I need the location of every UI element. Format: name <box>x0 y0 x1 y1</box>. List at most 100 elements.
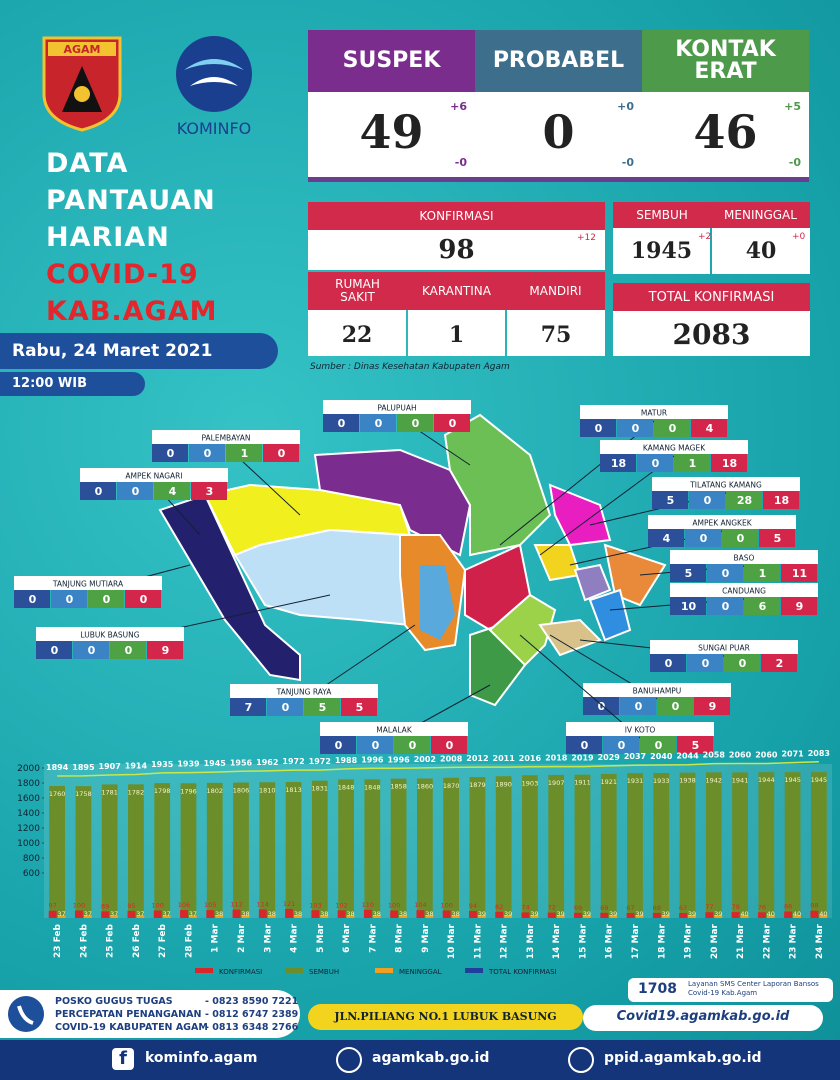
region-value: 0 <box>704 494 712 507</box>
region-value: 0 <box>132 485 140 498</box>
region-cell <box>125 590 161 608</box>
value-label: 1879 <box>469 781 486 789</box>
stat-minus: -0 <box>454 156 467 169</box>
x-tick-label: 21 Mar <box>736 923 746 959</box>
region-value: 0 <box>672 700 680 713</box>
value-label: 1831 <box>312 785 329 793</box>
value-label: 39 <box>504 910 512 918</box>
value-label: 1921 <box>600 778 617 786</box>
region-cell <box>763 491 799 509</box>
region-value: 1 <box>759 567 767 580</box>
value-label: 94 <box>469 902 477 910</box>
bar <box>556 915 565 918</box>
sembuh-value: 1945 <box>613 228 710 274</box>
bar <box>442 910 451 918</box>
value-label: 37 <box>84 910 92 918</box>
region-value: 0 <box>446 739 454 752</box>
value-label: 39 <box>530 910 538 918</box>
region-header <box>152 430 300 444</box>
value-label: 1945 <box>784 776 801 784</box>
web-icon <box>568 1047 594 1073</box>
bar <box>574 912 582 918</box>
bar <box>128 784 144 918</box>
bar <box>793 915 802 918</box>
x-tick-label: 13 Mar <box>526 923 536 959</box>
value-label: 100 <box>73 902 85 910</box>
bar <box>495 776 512 918</box>
value-label: 69 <box>600 904 608 912</box>
bar <box>758 772 775 918</box>
bar <box>705 912 714 918</box>
region-cell <box>434 414 470 432</box>
x-tick-label: 24 Feb <box>79 923 89 958</box>
bar <box>232 909 241 918</box>
bar <box>285 782 302 918</box>
stat-label: KONTAK ERAT <box>642 30 809 92</box>
region-value: 0 <box>125 644 133 657</box>
bar <box>425 915 434 918</box>
x-tick-label: 23 Mar <box>789 923 799 959</box>
legend-label: MENINGGAL <box>399 968 442 976</box>
bar <box>399 915 408 918</box>
x-tick-label: 19 Mar <box>684 923 694 959</box>
bar <box>688 915 696 918</box>
region-cell <box>357 736 393 754</box>
bar <box>757 912 766 918</box>
value-label: 112 <box>230 901 242 909</box>
posko-line: POSKO GUGUS TUGAS <box>55 996 173 1007</box>
value-label: 38 <box>215 910 223 918</box>
facebook-icon: f <box>112 1048 134 1070</box>
value-label: 40 <box>793 910 801 918</box>
time: 12:00 WIB <box>0 372 145 396</box>
region-value: 4 <box>706 422 714 435</box>
kominfo-logo: KOMINFO <box>176 36 252 138</box>
value-label: 1760 <box>49 790 66 798</box>
bar <box>477 915 486 918</box>
bar <box>101 911 110 918</box>
region-value: 5 <box>319 701 327 714</box>
value-label: 39 <box>662 910 670 918</box>
x-tick-label: 25 Feb <box>106 923 116 958</box>
bar <box>574 774 591 918</box>
legend-label: SEMBUH <box>309 968 339 976</box>
value-label: 67 <box>626 904 634 912</box>
bar <box>784 911 793 918</box>
bar <box>363 909 372 918</box>
x-tick-label: 12 Mar <box>500 923 510 959</box>
social: ppid.agamkab.go.id <box>604 1050 762 1066</box>
region-name: AMPEK NAGARI <box>125 472 182 481</box>
region-cell <box>341 698 377 716</box>
region-name: BANUHAMPU <box>633 687 682 696</box>
legend-swatch <box>375 968 393 973</box>
phones: - 0823 8590 7221 - 0812 6747 2389 - 0813… <box>205 995 298 1034</box>
bar <box>609 915 618 918</box>
region-cell <box>230 698 266 716</box>
bar <box>206 910 215 918</box>
value-label: 1858 <box>390 783 407 791</box>
bar <box>810 772 827 918</box>
value-label: 38 <box>241 910 249 918</box>
region-header <box>566 722 714 736</box>
bar <box>101 784 118 918</box>
region-cell <box>652 491 688 509</box>
bar <box>390 778 407 918</box>
x-tick-label: 2 Mar <box>237 923 247 952</box>
breakdown-value: 22 <box>308 310 406 356</box>
phone-icon <box>8 996 44 1032</box>
region-header <box>14 576 162 590</box>
value-label: 104 <box>414 901 426 909</box>
sms-number: 1708 <box>638 981 677 997</box>
value-label: 1813 <box>285 786 302 794</box>
bar <box>661 915 670 918</box>
value-label: 1890 <box>495 780 512 788</box>
bar <box>338 779 354 918</box>
region-name: TILATANG KAMANG <box>689 481 762 490</box>
region-cell <box>670 597 706 615</box>
region-name: PALUPUAH <box>377 404 416 413</box>
region-value: 1 <box>689 457 697 470</box>
region-cell <box>431 736 467 754</box>
region-value: 0 <box>167 447 175 460</box>
x-tick-label: 20 Mar <box>710 923 720 959</box>
bar <box>705 772 722 918</box>
